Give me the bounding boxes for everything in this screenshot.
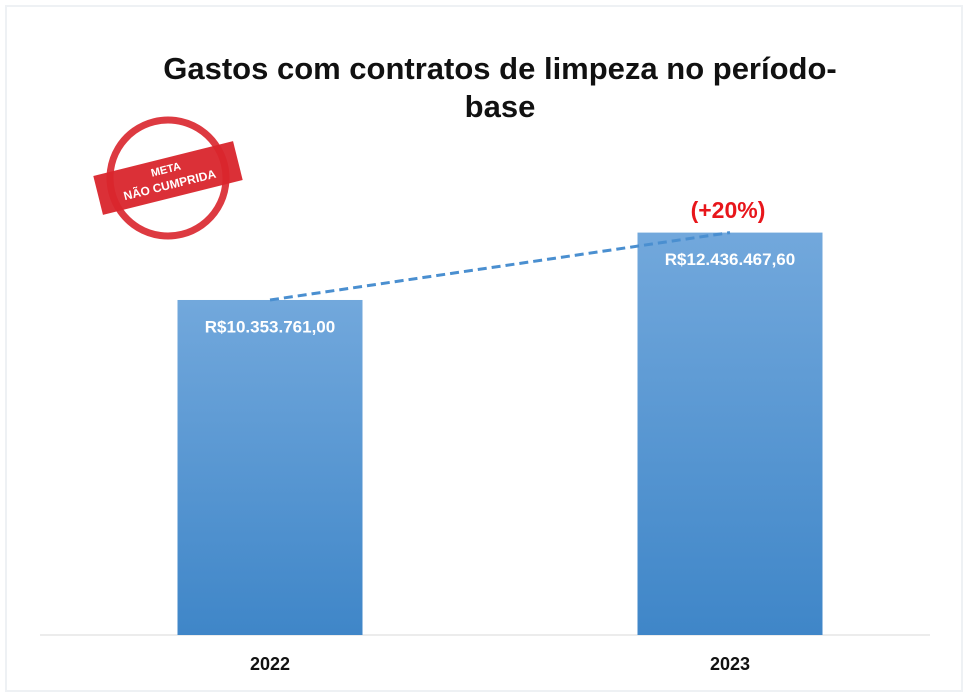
stamp-band <box>93 141 243 215</box>
value-label: R$12.436.467,60 <box>665 250 795 269</box>
value-label: R$10.353.761,00 <box>205 317 335 336</box>
bar <box>637 232 823 636</box>
x-tick-label: 2023 <box>710 654 750 674</box>
trend-line <box>269 231 731 302</box>
chart-title: Gastos com contratos de limpeza no perío… <box>163 51 837 124</box>
x-tick-label: 2022 <box>250 654 290 674</box>
frame <box>5 5 963 692</box>
bar <box>177 299 363 635</box>
stamp: META NÃO CUMPRIDA <box>93 116 243 240</box>
annotation: (+20%) <box>691 197 766 223</box>
